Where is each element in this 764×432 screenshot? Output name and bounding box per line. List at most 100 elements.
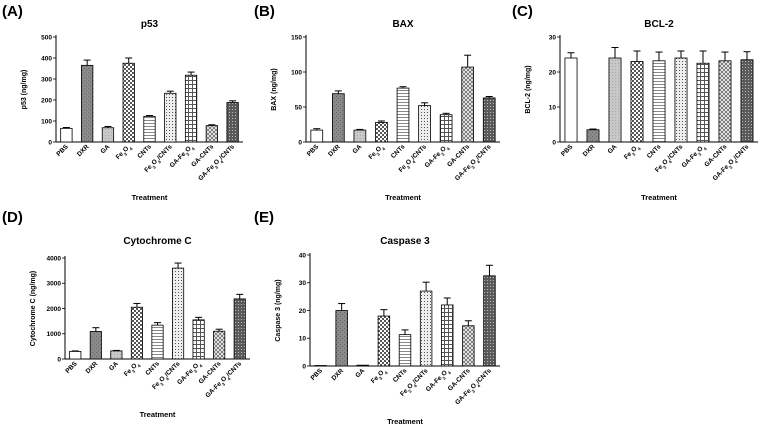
y-tick-label: 0	[48, 139, 52, 146]
x-category-label: Fe3O4	[623, 143, 642, 162]
bar-cnts	[143, 115, 156, 143]
y-tick-label: 0	[57, 356, 61, 363]
y-tick-label: 0	[302, 363, 306, 370]
bar-fe3o4	[377, 315, 391, 367]
bar-cnts	[151, 324, 164, 360]
bar-dxr	[332, 93, 345, 143]
y-tick-label: 20	[549, 69, 557, 76]
chart-panel-2: (B) BAX 0 50 100 150 BAX (ng/mg) PBS DXR GA Fe3O4 C…	[254, 3, 500, 202]
y-tick-label: 30	[299, 280, 307, 287]
x-category-label: DXR	[330, 367, 345, 382]
bar-ga-cnts	[205, 125, 218, 143]
y-axis-label: BAX (ng/mg)	[271, 68, 278, 110]
bar-dxr	[586, 129, 600, 143]
x-category-label: CNTs	[136, 143, 153, 160]
y-axis-label: Caspase 3 (ng/mg)	[275, 279, 282, 341]
bar-fe3o4-cnts	[674, 57, 688, 143]
x-category-label: GA-Fe3O4	[681, 143, 708, 170]
x-category-label: GA-Fe3O4	[425, 367, 452, 394]
x-category-label: Fe3O4	[115, 143, 134, 162]
y-tick-label: 3000	[47, 281, 62, 288]
bar-cnts	[396, 87, 410, 143]
y-tick-label: 400	[41, 55, 52, 62]
x-axis-label: Treatment	[140, 410, 176, 419]
chart-panel-1: (A) p53 0 100 200 300 400 500 p53 (ng/mg) PBS DXR G…	[2, 3, 243, 202]
x-category-label: GA-Fe3O4	[424, 143, 451, 170]
x-category-label: PBS	[306, 143, 321, 158]
bar-dxr	[81, 64, 94, 143]
chart-title: BAX	[392, 19, 413, 30]
bar-fe3o4	[375, 122, 388, 143]
bar-ga-cnts	[461, 66, 474, 143]
x-category-label: CNTs	[390, 143, 407, 160]
bar-dxr	[335, 310, 348, 367]
panel-letter: (E)	[254, 209, 274, 226]
bar-ga-fe3o4-cnts	[233, 298, 246, 360]
y-axis-label: p53 (ng/mg)	[21, 70, 28, 110]
x-category-label: CNTs	[646, 143, 663, 160]
y-tick-label: 20	[299, 308, 307, 315]
x-axis-label: Treatment	[387, 417, 423, 426]
y-axis-label: BCL-2 (ng/mg)	[525, 65, 532, 113]
y-tick-label: 4000	[47, 255, 62, 262]
bar-fe3o4-cnts	[419, 290, 433, 367]
bar-pbs	[60, 127, 73, 143]
chart-title: Caspase 3	[380, 236, 430, 247]
y-tick-label: 200	[41, 97, 52, 104]
x-category-label: DXR	[582, 143, 597, 158]
x-category-label: PBS	[560, 143, 575, 158]
x-axis-label: Treatment	[132, 193, 168, 202]
chart-title: Cytochrome C	[123, 236, 191, 247]
chart-panel-4: (D) Cytochrome C 0 1000 2000 3000 4000 Cytochro…	[2, 209, 250, 419]
y-tick-label: 0	[298, 139, 302, 146]
chart-title: BCL-2	[644, 19, 674, 30]
y-tick-label: 10	[549, 104, 557, 111]
y-tick-label: 300	[41, 76, 52, 83]
y-tick-label: 0	[552, 139, 556, 146]
bar-ga-fe3o4	[441, 304, 454, 367]
bar-ga-cnts	[718, 60, 732, 143]
bar-ga	[608, 57, 622, 143]
chart-panel-3: (C) BCL-2 0 10 20 30 BCL-2 (ng/mg) PBS DXR GA Fe3O…	[512, 3, 758, 202]
x-category-label: Fe3O4	[370, 367, 389, 386]
bar-ga-fe3o4-cnts	[482, 97, 496, 143]
bar-cnts	[652, 60, 666, 143]
bar-ga	[101, 127, 115, 143]
x-category-label: Fe3O4	[367, 143, 386, 162]
x-category-label: DXR	[76, 143, 91, 158]
bar-ga	[110, 350, 123, 360]
panel-letter: (B)	[254, 3, 275, 20]
bar-ga	[356, 364, 369, 367]
y-tick-label: 50	[295, 104, 303, 111]
bar-pbs	[310, 129, 324, 143]
y-tick-label: 40	[299, 252, 307, 259]
bar-ga-cnts	[213, 330, 226, 360]
x-category-label: GA	[607, 143, 619, 155]
x-axis-label: Treatment	[641, 193, 677, 202]
bar-fe3o4-cnts	[418, 105, 431, 143]
bar-ga-fe3o4-cnts	[740, 59, 754, 143]
bar-ga-fe3o4-cnts	[483, 275, 496, 367]
bar-pbs	[314, 365, 327, 367]
bar-ga-fe3o4	[184, 74, 198, 143]
panel-letter: (A)	[2, 3, 23, 20]
x-category-label: GA	[354, 367, 366, 379]
y-tick-label: 30	[549, 34, 557, 41]
x-category-label: GA	[108, 360, 120, 372]
x-category-label: GA	[351, 143, 363, 155]
bar-pbs	[69, 351, 82, 360]
x-category-label: DXR	[327, 143, 342, 158]
x-axis-label: Treatment	[385, 193, 421, 202]
bar-pbs	[564, 57, 578, 143]
chart-title: p53	[141, 19, 159, 30]
y-tick-label: 10	[299, 336, 307, 343]
y-axis-label: Cytochrome C (ng/mg)	[30, 271, 37, 346]
chart-panel-5: (E) Caspase 3 0 10 20 30 40 Caspase 3 (ng/mg) PB…	[254, 209, 500, 426]
bar-fe3o4	[630, 61, 644, 143]
y-tick-label: 100	[291, 69, 302, 76]
bar-dxr	[89, 331, 102, 360]
x-category-label: CNTs	[144, 360, 161, 377]
x-category-label: GA-Fe3O4/CNTs	[204, 360, 244, 400]
panel-letter: (D)	[2, 209, 23, 226]
